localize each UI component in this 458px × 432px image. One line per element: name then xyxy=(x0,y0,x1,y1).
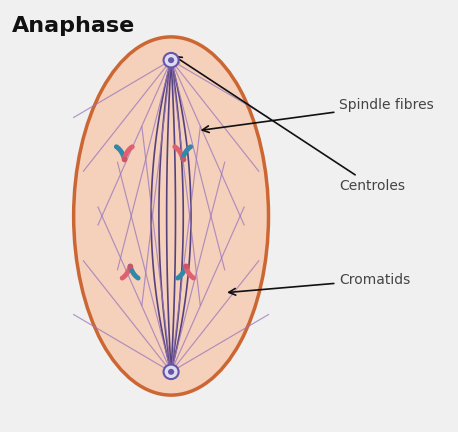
Circle shape xyxy=(164,53,179,67)
Ellipse shape xyxy=(74,37,268,395)
Text: Anaphase: Anaphase xyxy=(11,16,135,35)
Circle shape xyxy=(168,57,174,63)
Circle shape xyxy=(164,365,179,379)
Text: Spindle fibres: Spindle fibres xyxy=(202,98,434,133)
Text: Cromatids: Cromatids xyxy=(229,273,411,295)
Circle shape xyxy=(168,369,174,375)
Text: Centroles: Centroles xyxy=(175,57,405,193)
